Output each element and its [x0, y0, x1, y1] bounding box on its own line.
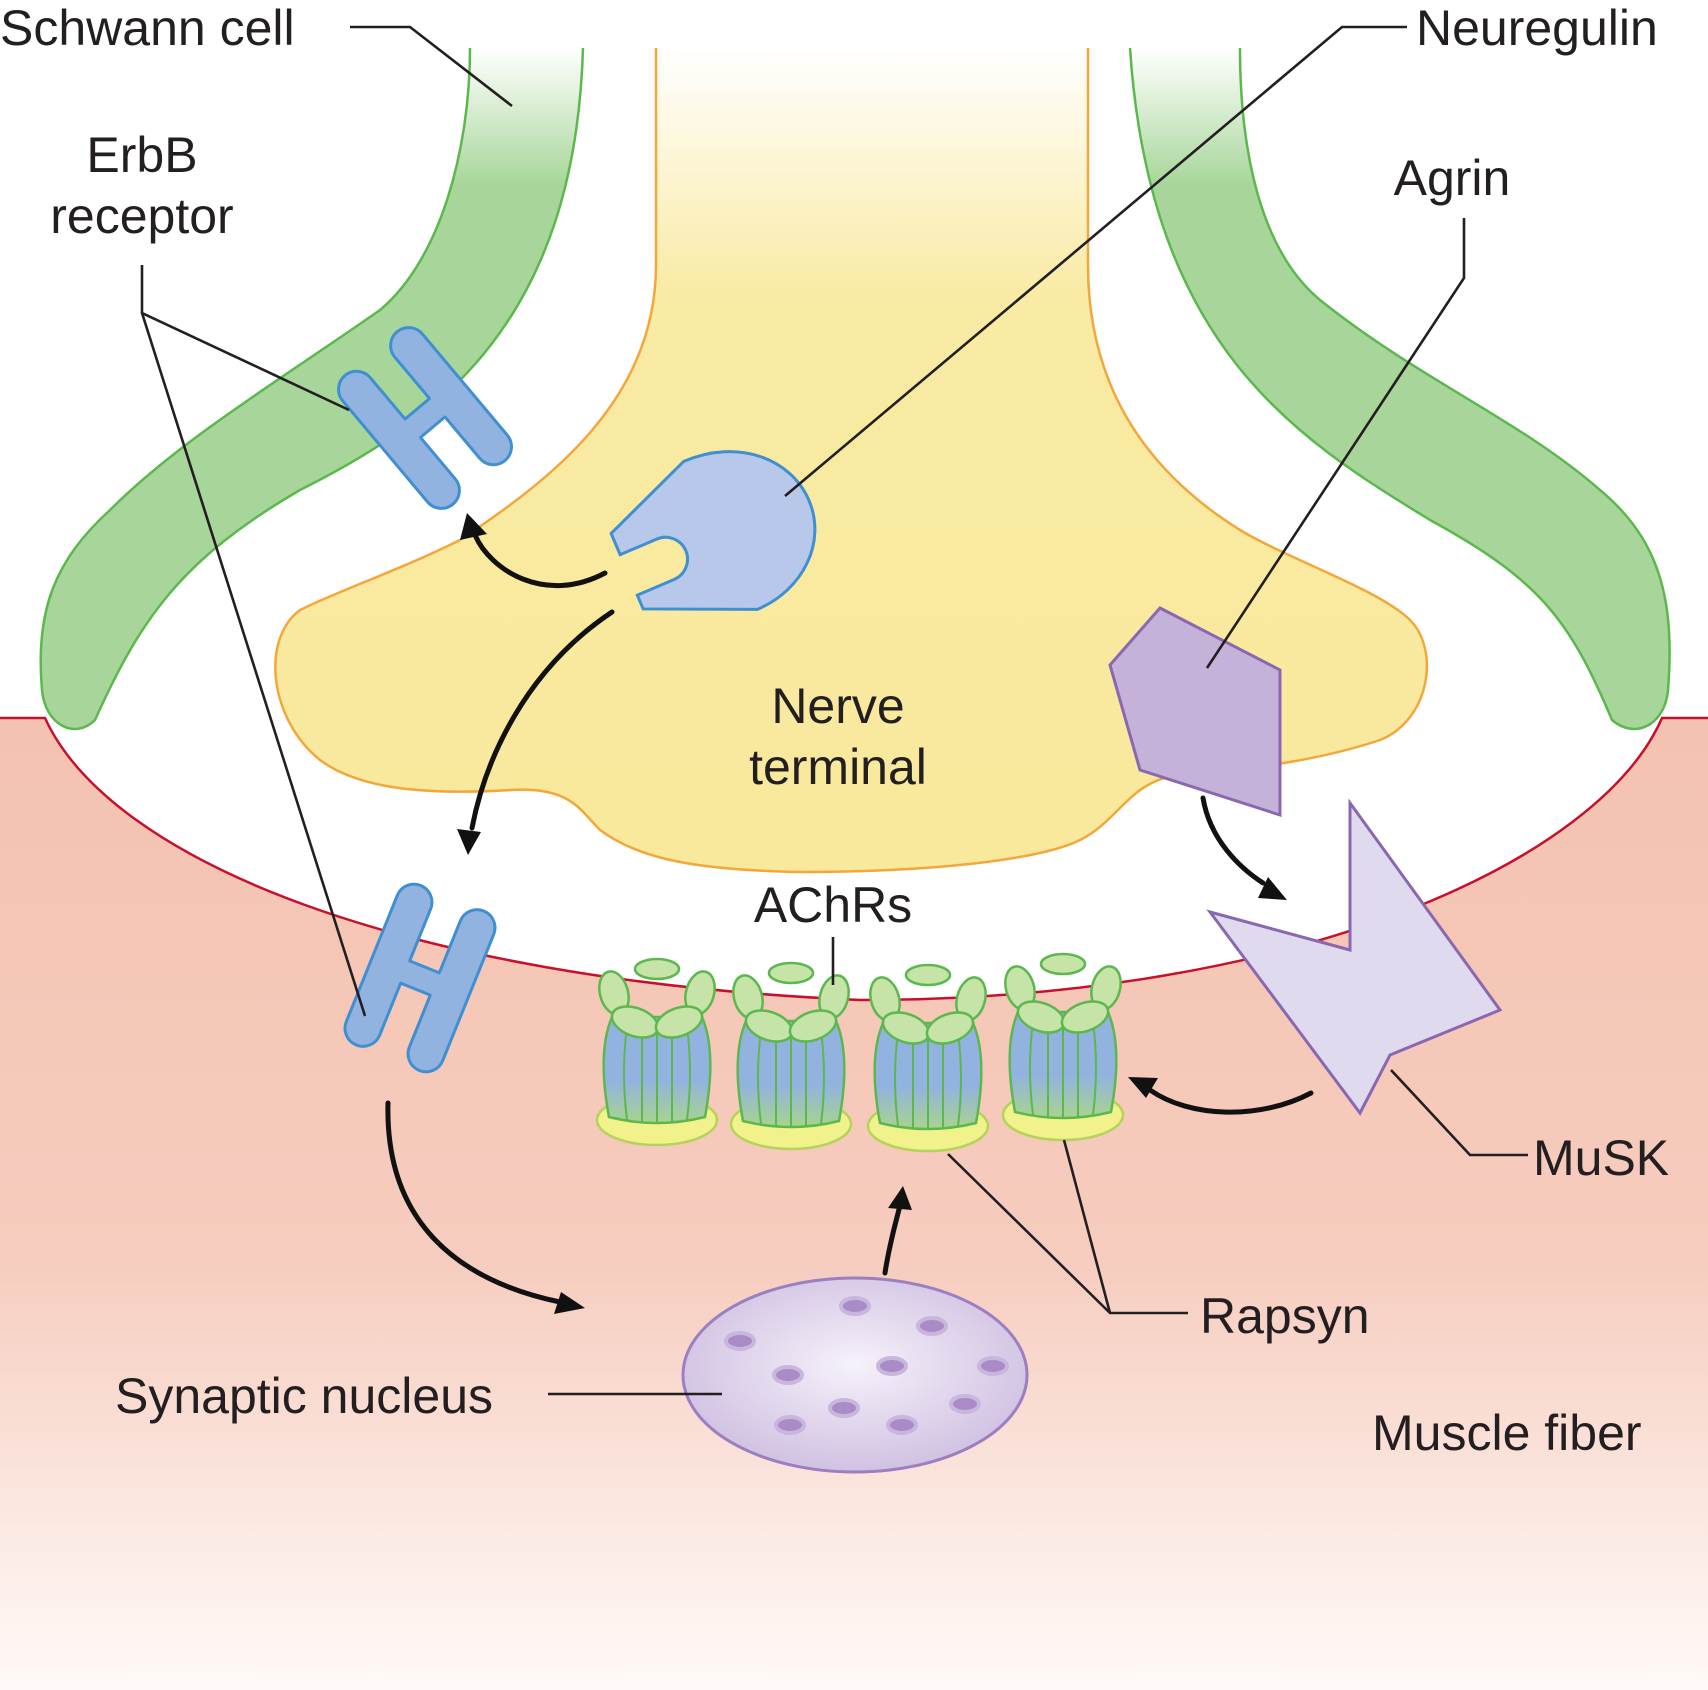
arrow-agrin-to-musk: [1200, 795, 1287, 900]
arrow-nucleus-to-achrs: [882, 1186, 912, 1276]
label-achrs: AChRs: [754, 877, 912, 933]
arrow-musk-to-achrs: [1128, 1077, 1314, 1115]
achr-receptor-2: [727, 961, 855, 1151]
muscle-membrane: [0, 716, 1708, 1002]
erbb-receptor-muscle: [343, 882, 497, 1074]
achr-receptor-3: [864, 963, 992, 1153]
arrow-neuregulin-to-muscle-erbb: [457, 609, 615, 855]
label-synaptic-nucleus: Synaptic nucleus: [115, 1368, 493, 1424]
label-musk: MuSK: [1533, 1130, 1669, 1186]
erbb-receptor-schwann: [337, 326, 513, 510]
leader-neuregulin: [784, 25, 1407, 497]
label-neuregulin: Neuregulin: [1416, 0, 1658, 56]
neuregulin-molecule: [609, 450, 817, 611]
schwann-cell-left: [40, 48, 584, 729]
musk-molecule: [1206, 798, 1503, 1116]
leader-agrin: [1205, 218, 1466, 669]
label-erbb-receptor-line1: ErbB: [86, 127, 197, 183]
leader-schwann-cell: [350, 25, 513, 108]
label-nerve-terminal-line2: terminal: [749, 739, 927, 795]
synaptic-nucleus: [681, 1276, 1029, 1474]
agrin-molecule: [1108, 606, 1282, 818]
achr-receptor-4: [999, 952, 1127, 1142]
label-erbb-receptor-line2: receptor: [50, 188, 233, 244]
arrow-neuregulin-to-schwann-erbb: [460, 513, 608, 589]
label-agrin: Agrin: [1394, 150, 1511, 206]
label-nerve-terminal-line1: Nerve: [771, 678, 904, 734]
label-rapsyn: Rapsyn: [1200, 1288, 1370, 1344]
arrow-erbb-to-nucleus: [385, 1100, 585, 1314]
nerve-terminal-outline: [274, 48, 1429, 874]
label-muscle-fiber: Muscle fiber: [1372, 1405, 1642, 1461]
leader-rapsyn: [947, 1139, 1188, 1315]
label-schwann-cell: Schwann cell: [0, 0, 295, 56]
schwann-cell-right-outline: [1128, 47, 1671, 731]
leader-erbb-receptor: [140, 265, 367, 1017]
leader-musk: [1390, 1069, 1528, 1157]
